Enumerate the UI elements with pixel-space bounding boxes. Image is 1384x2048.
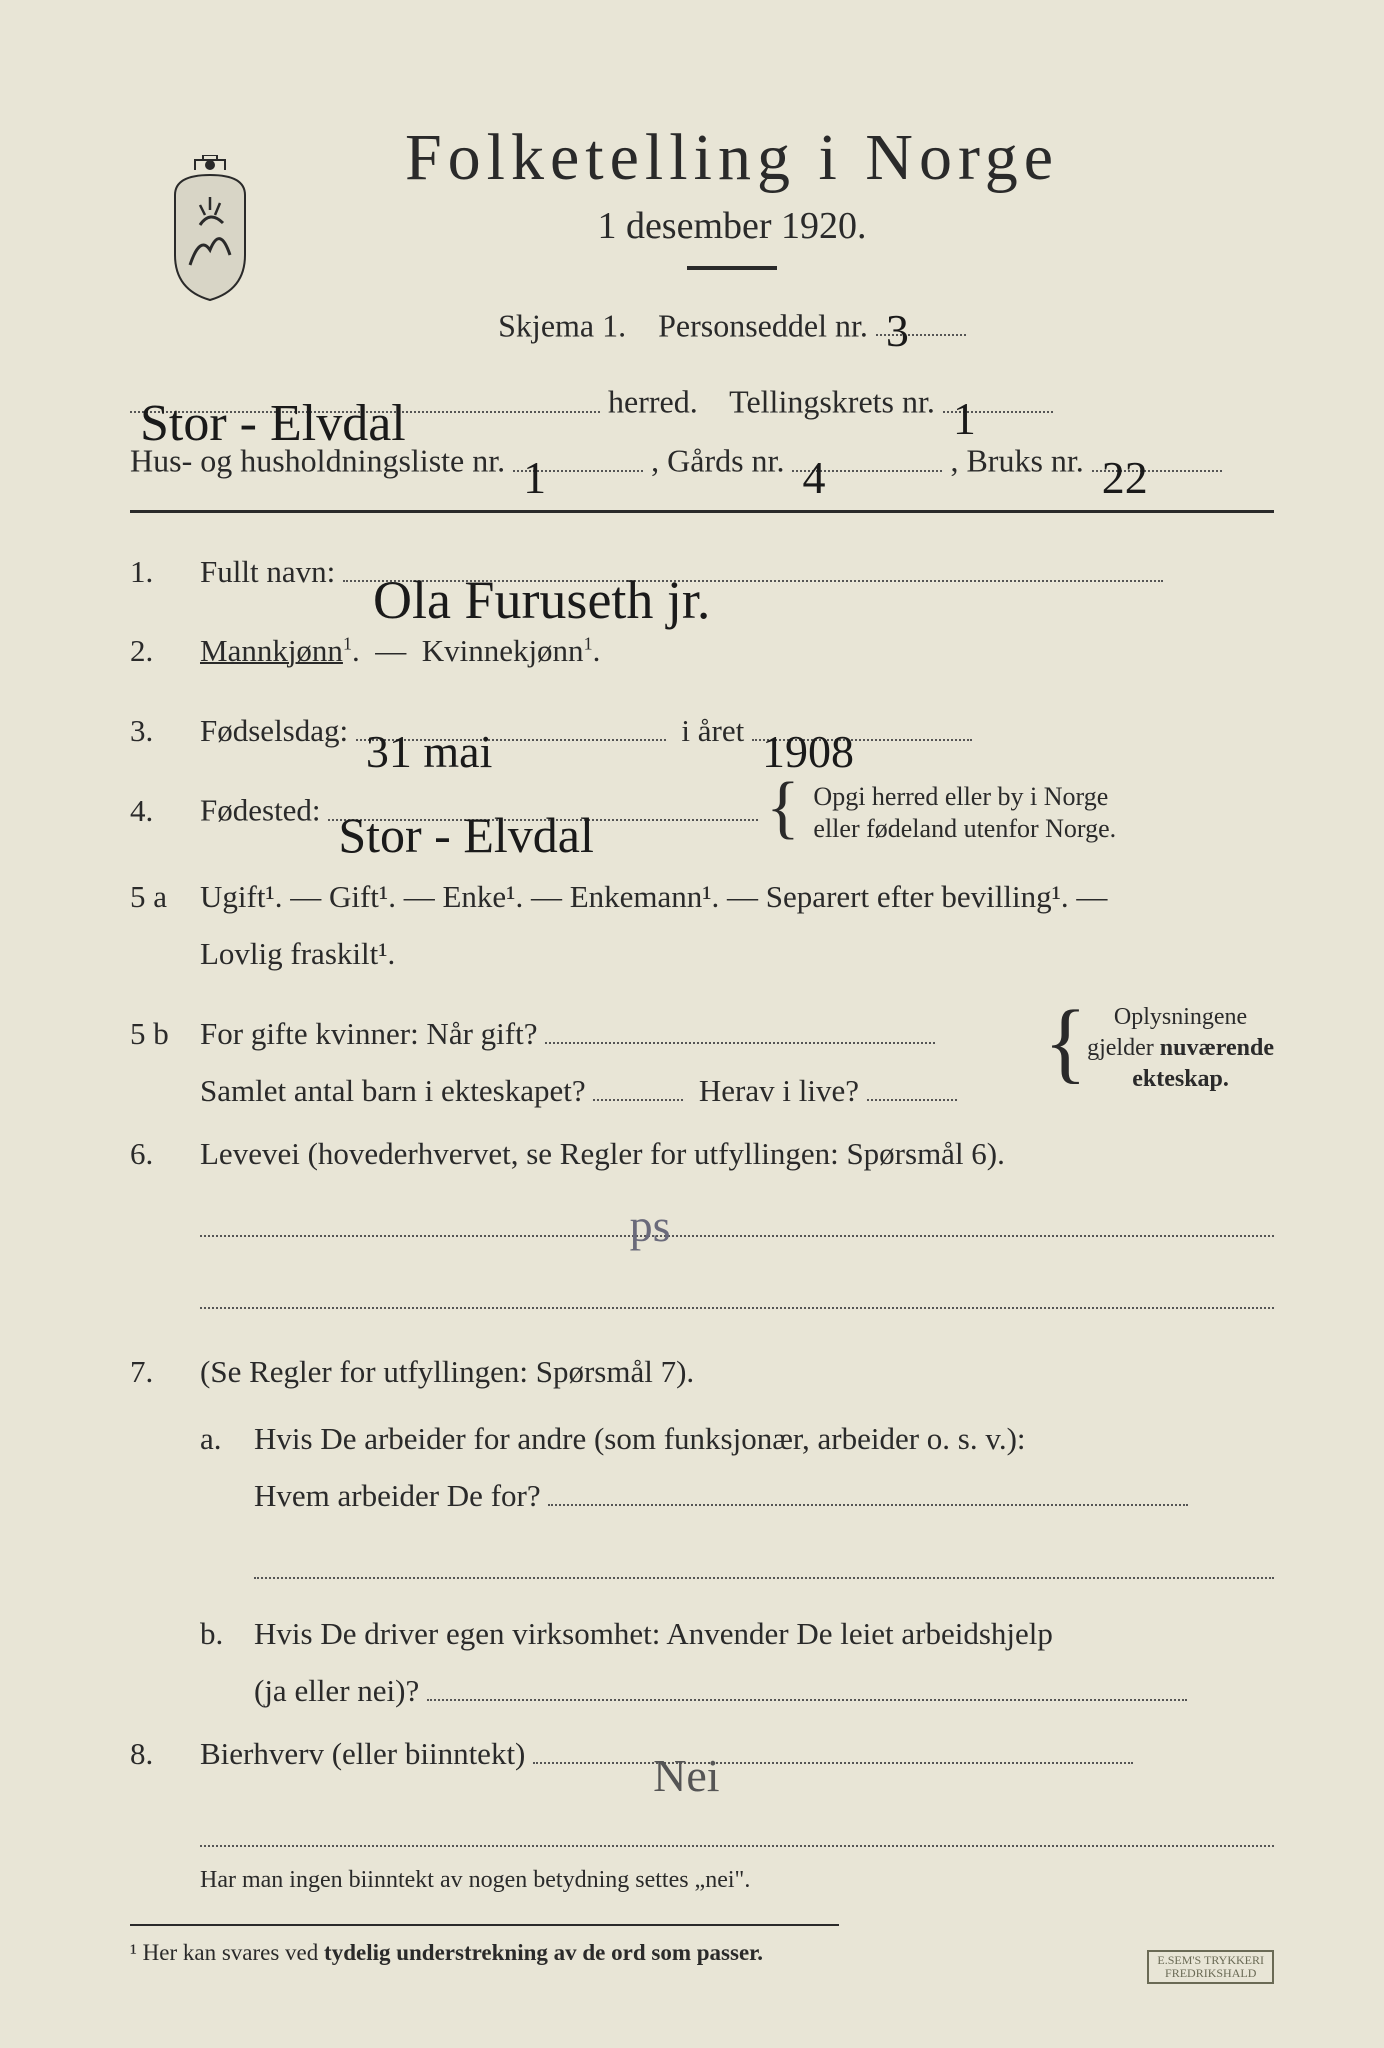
schema-label: Skjema 1.: [498, 307, 626, 343]
q7b-row: b. Hvis De driver egen virksomhet: Anven…: [130, 1605, 1274, 1720]
q4-row: 4. Fødested: Stor - Elvdal { Opgi herred…: [130, 781, 1274, 846]
section-rule-1: [130, 510, 1274, 513]
q6-answer-line-2: [200, 1265, 1274, 1309]
q7-row: 7. (Se Regler for utfyllingen: Spørsmål …: [130, 1343, 1274, 1400]
q4-num: 4.: [130, 782, 200, 839]
date-line: 1 desember 1920.: [190, 204, 1274, 248]
q3-row: 3. Fødselsdag: 31 mai i året 1908: [130, 702, 1274, 759]
q7b-l2: (ja eller nei)?: [254, 1673, 419, 1708]
q5a-row: 5 a Ugift¹. — Gift¹. — Enke¹. — Enkemann…: [130, 868, 1274, 983]
coat-of-arms-icon: [155, 155, 265, 305]
husliste-label: Hus- og husholdningsliste nr.: [130, 443, 505, 479]
q1-value: Ola Furuseth jr.: [373, 551, 710, 588]
herred-line: Stor - Elvdal herred. Tellingskrets nr. …: [130, 374, 1274, 429]
q8-label: Bierhverv (eller biinntekt): [200, 1736, 525, 1771]
q6-answer-line: ps: [200, 1193, 1274, 1237]
footnote-rule: [130, 1924, 839, 1926]
q3-label: Fødselsdag:: [200, 713, 348, 748]
q5b-label: For gifte kvinner: Når gift?: [200, 1016, 537, 1051]
q7a-l1: Hvis De arbeider for andre (som funksjon…: [254, 1421, 1026, 1456]
q7-num: 7.: [130, 1343, 200, 1400]
q8-answer-line-2: [200, 1803, 1274, 1847]
q7b-l1: Hvis De driver egen virksomhet: Anvender…: [254, 1616, 1053, 1651]
q2-mann: Mannkjønn: [200, 633, 343, 668]
q5b-2a: Samlet antal barn i ekteskapet?: [200, 1073, 586, 1108]
brace-icon: {: [766, 790, 800, 825]
q8-row: 8. Bierhverv (eller biinntekt) Nei: [130, 1725, 1274, 1782]
q8-num: 8.: [130, 1725, 200, 1782]
printer-stamp: E.SEM'S TRYKKERI FREDRIKSHALD: [1147, 1950, 1274, 1984]
q7a-l2: Hvem arbeider De for?: [254, 1478, 541, 1513]
herred-label: herred.: [608, 384, 698, 420]
q2-kvinne: Kvinnekjønn: [422, 633, 584, 668]
footnote-1: Har man ingen biinntekt av nogen betydni…: [200, 1867, 1274, 1894]
q5a-num: 5 a: [130, 868, 200, 925]
q6-num: 6.: [130, 1125, 200, 1182]
person-nr-value: 3: [886, 304, 909, 342]
footnote-2: ¹ Her kan svares ved tydelig understrekn…: [130, 1940, 1274, 1966]
q5a-options: Ugift¹. — Gift¹. — Enke¹. — Enkemann¹. —…: [200, 879, 1107, 914]
q3-year-label: i året: [681, 713, 744, 748]
q6-row: 6. Levevei (hovederhvervet, se Regler fo…: [130, 1125, 1274, 1182]
gard-value: 4: [802, 439, 825, 477]
q7a-row: a. Hvis De arbeider for andre (som funks…: [130, 1410, 1274, 1525]
husliste-line: Hus- og husholdningsliste nr. 1 , Gårds …: [130, 433, 1274, 488]
q2-row: 2. Mannkjønn1. — Kvinnekjønn1.: [130, 622, 1274, 679]
krets-value: 1: [953, 380, 976, 418]
q6-value: ps: [630, 1199, 671, 1239]
q4-note: Opgi herred eller by i Norge eller fødel…: [813, 781, 1116, 846]
q7a-answer-line: [254, 1535, 1274, 1579]
q3-year: 1908: [762, 709, 854, 746]
main-title: Folketelling i Norge: [190, 120, 1274, 196]
q7a-letter: a.: [200, 1410, 254, 1467]
q5b-2b: Herav i live?: [699, 1073, 859, 1108]
q2-num: 2.: [130, 622, 200, 679]
bruk-label: , Bruks nr.: [950, 443, 1083, 479]
q7-label: (Se Regler for utfyllingen: Spørsmål 7).: [200, 1354, 694, 1389]
q5a-options-2: Lovlig fraskilt¹.: [200, 936, 395, 971]
q4-value: Stor - Elvdal: [338, 789, 594, 826]
q1-num: 1.: [130, 543, 200, 600]
gard-label: , Gårds nr.: [651, 443, 784, 479]
bruk-value: 22: [1102, 439, 1148, 477]
census-form-page: Folketelling i Norge 1 desember 1920. Sk…: [0, 0, 1384, 2048]
q5b-note-block: { Oplysningene gjelder nuværende ekteska…: [1044, 1002, 1274, 1096]
schema-line: Skjema 1. Personseddel nr. 3: [190, 298, 1274, 344]
q1-label: Fullt navn:: [200, 554, 335, 589]
q4-label: Fødested:: [200, 793, 321, 828]
q7b-letter: b.: [200, 1605, 254, 1662]
herred-value: Stor - Elvdal: [140, 380, 406, 418]
person-label: Personseddel nr.: [658, 307, 868, 343]
q5b-num: 5 b: [130, 1005, 200, 1062]
q8-value: Nei: [653, 1733, 719, 1770]
header: Folketelling i Norge 1 desember 1920. Sk…: [190, 120, 1274, 344]
q6-label: Levevei (hovederhvervet, se Regler for u…: [200, 1136, 1005, 1171]
q1-row: 1. Fullt navn: Ola Furuseth jr.: [130, 543, 1274, 600]
husliste-value: 1: [523, 439, 546, 477]
q3-num: 3.: [130, 702, 200, 759]
q3-day: 31 mai: [366, 709, 492, 746]
q5b-row: 5 b For gifte kvinner: Når gift? Samlet …: [130, 1005, 1274, 1120]
krets-label: Tellingskrets nr.: [729, 384, 935, 420]
title-divider: [687, 266, 777, 270]
